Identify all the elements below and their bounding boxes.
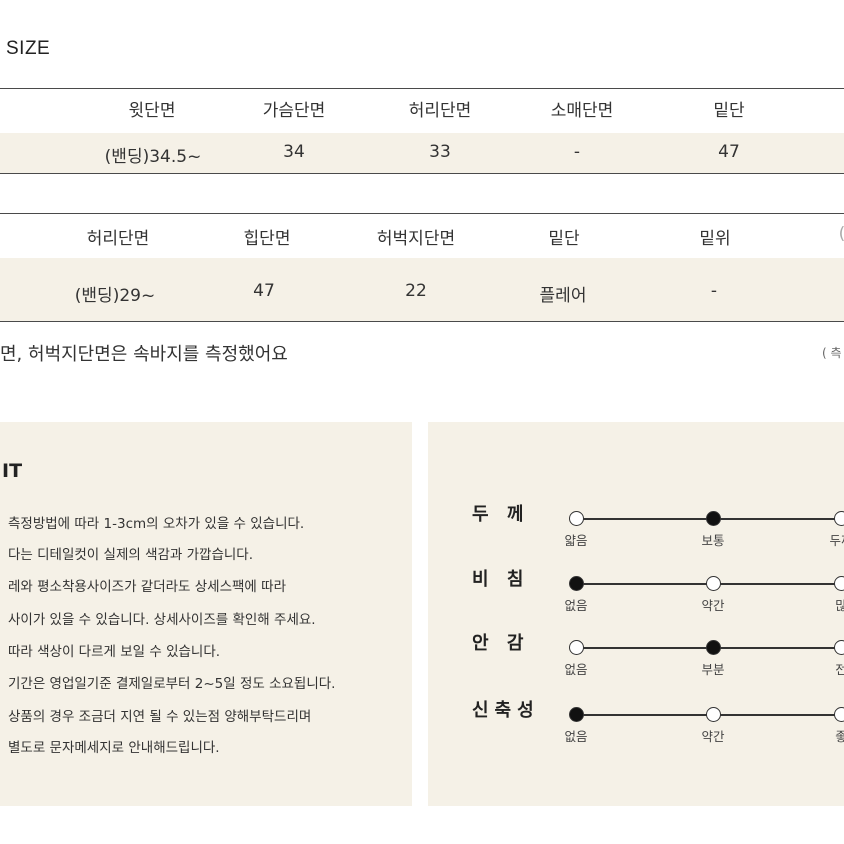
value-cell: 33	[429, 142, 451, 162]
fit-dot-selected	[705, 640, 721, 655]
fit-dot	[568, 511, 584, 526]
header-cell: 허벅지단면	[376, 229, 456, 249]
fit-label: 신축성	[472, 700, 540, 721]
header-cell: 밑단	[713, 101, 745, 121]
fit-label: 안 감	[472, 633, 530, 654]
notice-panel: IT 측정방법에 따라 1-3cm의 오차가 있을 수 있습니다. 다는 디테일…	[0, 422, 412, 806]
notice-line: 사이가 있을 수 있습니다. 상세사이즈를 확인해 주세요.	[8, 612, 316, 628]
header-cell: (	[839, 224, 844, 244]
notice-line: 기간은 영업일기준 결제일로부터 2~5일 정도 소요됩니다.	[8, 676, 336, 692]
header-cell: 허리단면	[408, 101, 472, 121]
fit-dot	[833, 640, 844, 655]
fit-label: 두 께	[472, 504, 530, 525]
fit-option-label: 많	[835, 598, 844, 613]
value-cell: 34	[283, 142, 305, 162]
fit-label: 비 침	[472, 569, 530, 590]
notice-line: 별도로 문자메세지로 안내해드립니다.	[8, 740, 220, 756]
value-cell: 47	[718, 142, 740, 162]
notice-line: 다는 디테일컷이 실제의 색감과 가깝습니다.	[8, 547, 254, 563]
fit-option-label: 두꺼	[829, 533, 844, 548]
fit-option-label: 얇음	[564, 533, 588, 548]
fit-option-label: 좋	[835, 729, 844, 744]
fit-dot	[705, 707, 721, 722]
fit-dot-selected	[705, 511, 721, 526]
header-cell: 허리단면	[86, 229, 150, 249]
fit-dot	[833, 576, 844, 591]
value-cell: 47	[253, 281, 275, 301]
measurement-note: 면, 허벅지단면은 속바지를 측정했어요	[0, 344, 288, 365]
fit-dot	[705, 576, 721, 591]
fit-option-label: 없음	[564, 729, 588, 744]
value-cell: 플레어	[539, 286, 587, 306]
fit-dot	[568, 640, 584, 655]
notice-line: 상품의 경우 조금더 지연 될 수 있는점 양해부탁드리며	[8, 709, 312, 725]
table-value-row-bg	[0, 133, 844, 173]
header-cell: 가슴단면	[262, 101, 326, 121]
fit-dot-selected	[568, 707, 584, 722]
header-cell: 밑단	[548, 229, 580, 249]
value-cell: (밴딩)29~	[74, 286, 156, 306]
fit-dot-selected	[568, 576, 584, 591]
measurement-note-right: ( 측	[822, 346, 842, 360]
fit-option-label: 약간	[701, 598, 725, 613]
value-cell: -	[710, 281, 718, 301]
table-border-top	[0, 88, 844, 89]
value-cell: (밴딩)34.5~	[104, 147, 202, 167]
table-value-row-bg	[0, 258, 844, 321]
table-border-top	[0, 213, 844, 214]
table-border-bottom	[0, 321, 844, 322]
fit-option-label: 없음	[564, 598, 588, 613]
value-cell: -	[573, 142, 581, 162]
table-border-bottom	[0, 173, 844, 174]
header-cell: 밑위	[699, 229, 731, 249]
fit-option-label: 약간	[701, 729, 725, 744]
header-cell: 소매단면	[550, 101, 614, 121]
fit-dot	[833, 511, 844, 526]
notice-line: 레와 평소착용사이즈가 같더라도 상세스팩에 따라	[8, 579, 286, 595]
fit-option-label: 부분	[701, 662, 725, 677]
header-cell: 힙단면	[243, 229, 291, 249]
fit-option-label: 보통	[701, 533, 725, 548]
notice-line: 측정방법에 따라 1-3cm의 오차가 있을 수 있습니다.	[8, 516, 305, 532]
value-cell: 22	[405, 281, 427, 301]
header-cell: 윗단면	[128, 101, 176, 121]
notice-title: IT	[2, 460, 23, 482]
size-title: SIZE	[6, 38, 51, 59]
notice-line: 따라 색상이 다르게 보일 수 있습니다.	[8, 644, 221, 660]
fit-option-label: 없음	[564, 662, 588, 677]
fit-option-label: 전	[835, 662, 844, 677]
fit-dot	[833, 707, 844, 722]
